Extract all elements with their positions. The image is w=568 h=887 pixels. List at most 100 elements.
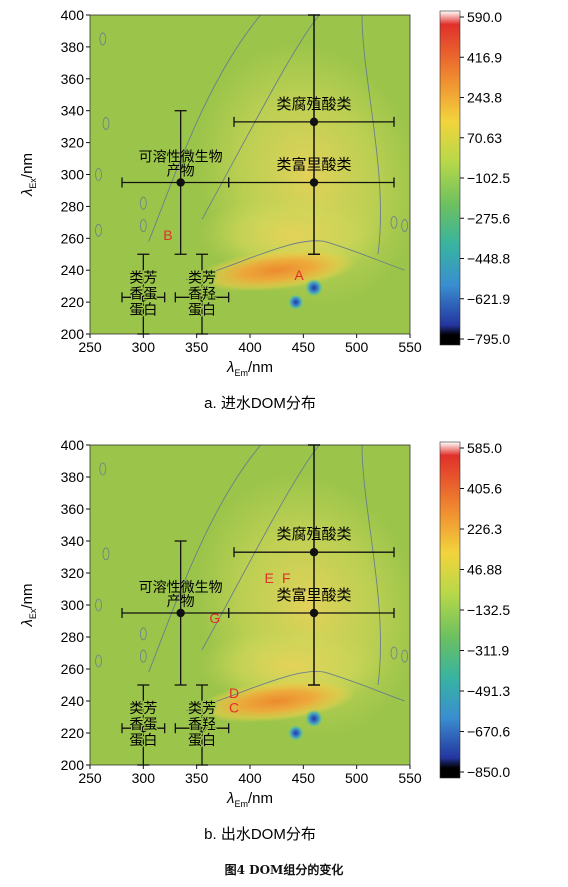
colorbar-tick-label: −670.6	[467, 724, 510, 740]
contour-line	[401, 649, 409, 663]
colorbar-tick-label: 405.6	[467, 481, 502, 497]
contour-line	[148, 445, 262, 673]
y-axis-label-part: Ex	[28, 178, 38, 189]
peak-letter: E	[265, 570, 274, 586]
x-tick-label: 500	[345, 770, 369, 786]
x-axis-label-part: λ	[226, 359, 234, 376]
y-tick-label: 260	[61, 661, 85, 677]
region-marker: 类腐殖酸类	[233, 444, 395, 686]
region-label: 类芳	[129, 700, 157, 716]
x-tick-label: 500	[345, 339, 369, 355]
y-axis-label-part: /nm	[19, 153, 36, 178]
x-tick-label: 450	[292, 339, 316, 355]
y-tick-label: 300	[61, 167, 85, 183]
colorbar-tick-label: −621.9	[467, 291, 510, 307]
region-label: 类芳	[129, 269, 157, 285]
region-point	[309, 117, 319, 127]
contour-line	[95, 598, 102, 612]
colorbar-tick-label: −491.3	[467, 683, 510, 699]
y-tick-label: 280	[61, 629, 85, 645]
x-tick-label: 400	[238, 770, 262, 786]
contour-line	[95, 223, 102, 237]
x-axis-label-part: /nm	[248, 790, 273, 807]
x-tick-label: 350	[185, 339, 209, 355]
x-tick-label: 250	[78, 770, 102, 786]
contour-line	[139, 627, 147, 641]
y-tick-label: 220	[61, 725, 85, 741]
y-tick-label: 240	[61, 693, 85, 709]
figure-caption: 图4 DOM组分的变化	[224, 863, 344, 877]
colorbar-tick-label: −311.9	[467, 643, 509, 659]
contour-line	[99, 462, 107, 476]
region-point	[197, 724, 207, 733]
colorbar-tick-label: 226.3	[467, 521, 502, 537]
region-point	[139, 724, 148, 733]
y-tick-label: 320	[61, 135, 85, 151]
region-label: 产物	[167, 593, 195, 609]
contour-line	[361, 15, 381, 255]
colorbar-tick-label: 416.9	[467, 49, 502, 65]
y-tick-label: 200	[61, 326, 85, 342]
region-label: 蛋白	[129, 732, 157, 748]
y-tick-label: 220	[61, 294, 85, 310]
region-point	[197, 293, 207, 302]
x-axis-label: λEm/nm	[226, 359, 273, 378]
contour-line	[361, 445, 381, 686]
y-tick-label: 320	[61, 565, 85, 581]
peak-letter: C	[229, 699, 239, 715]
x-axis-label-part: Em	[234, 368, 248, 378]
x-axis-label: λEm/nm	[226, 790, 273, 809]
colorbar-tick-label: −102.5	[467, 170, 510, 186]
region-label: 类芳	[188, 269, 216, 285]
y-tick-label: 360	[61, 501, 85, 517]
contour-line	[185, 670, 405, 712]
y-tick-label: 200	[61, 757, 85, 773]
x-tick-label: 250	[78, 339, 102, 355]
contour-line	[102, 117, 110, 130]
y-tick-label: 380	[61, 39, 85, 55]
colorbar-tick-label: 46.88	[467, 562, 502, 578]
region-label: 产物	[167, 162, 195, 178]
colorbar-tick-label: 70.63	[467, 130, 502, 146]
contour-line	[95, 168, 102, 181]
contour-line	[99, 32, 107, 46]
contour-line	[201, 445, 320, 651]
negative-peak	[287, 294, 304, 311]
colorbar-tick-label: 585.0	[467, 440, 502, 456]
region-label: 可溶性微生物	[139, 148, 223, 164]
y-tick-label: 340	[61, 103, 85, 119]
panel-caption: b. 出水DOM分布	[204, 826, 316, 843]
region-point	[309, 548, 319, 557]
heatmap-field	[90, 445, 410, 765]
y-tick-label: 240	[61, 262, 85, 278]
colorbar	[439, 441, 461, 779]
x-tick-label: 300	[132, 339, 156, 355]
colorbar-tick-label: 243.8	[467, 90, 502, 106]
x-tick-label: 550	[398, 770, 422, 786]
negative-peak	[287, 725, 304, 741]
region-point	[139, 293, 148, 302]
peak-letter: F	[282, 570, 291, 586]
contour-line	[102, 547, 110, 561]
colorbar-tick-label: −275.6	[467, 210, 510, 226]
peak-letter: D	[229, 685, 239, 701]
y-tick-label: 300	[61, 597, 85, 613]
region-point	[176, 178, 185, 187]
contour-line	[201, 15, 320, 220]
contour-line	[139, 649, 147, 663]
contour-line	[390, 646, 398, 660]
colorbar-tick-label: −448.8	[467, 251, 510, 267]
contour-line	[139, 219, 147, 232]
y-axis-label-part: λ	[19, 619, 36, 627]
colorbar-tick-label: −132.5	[467, 602, 510, 618]
colorbar-tick-label: −795.0	[467, 331, 510, 347]
y-axis-label-part: λ	[19, 189, 36, 197]
contour-line	[139, 196, 147, 210]
negative-peak	[305, 278, 323, 297]
y-tick-label: 340	[61, 533, 85, 549]
